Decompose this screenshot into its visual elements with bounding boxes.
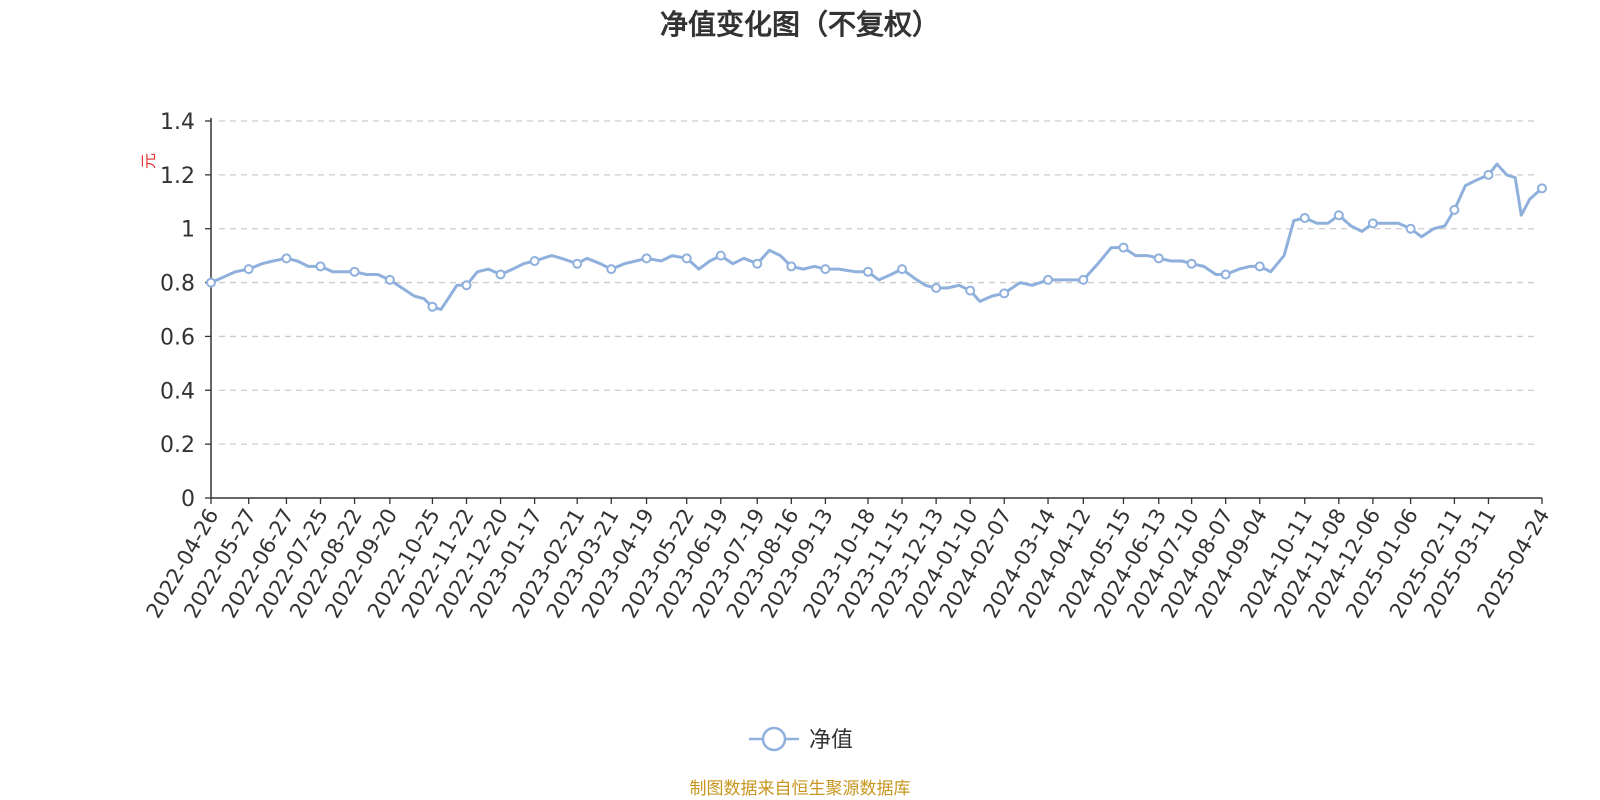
data-point-marker[interactable] <box>206 277 216 288</box>
grid-lines <box>219 120 1536 445</box>
y-tick-label: 0 <box>181 487 195 512</box>
data-point-marker[interactable] <box>752 258 763 269</box>
data-point-marker[interactable] <box>1537 183 1547 194</box>
data-point-marker[interactable] <box>715 250 726 261</box>
data-point-marker[interactable] <box>999 288 1010 299</box>
y-tick-label: 0.2 <box>160 433 195 458</box>
chart-title: 净值变化图（不复权） <box>660 8 940 41</box>
data-point-marker[interactable] <box>529 256 540 267</box>
legend-circle-icon <box>761 726 787 752</box>
data-point-marker[interactable] <box>1449 204 1460 215</box>
data-point-marker[interactable] <box>931 282 942 293</box>
data-point-marker[interactable] <box>1405 223 1416 234</box>
x-axis-ticks: 2022-04-262022-05-272022-06-272022-07-25… <box>142 498 1554 622</box>
data-point-marker[interactable] <box>461 280 472 291</box>
data-point-marker[interactable] <box>1078 274 1089 285</box>
data-point-marker[interactable] <box>1254 261 1265 272</box>
data-point-marker[interactable] <box>1299 212 1310 223</box>
y-tick-label: 1.2 <box>160 164 195 189</box>
legend-label: 净值 <box>809 728 853 753</box>
data-point-marker[interactable] <box>384 274 395 285</box>
data-point-marker[interactable] <box>572 258 583 269</box>
data-point-marker[interactable] <box>641 253 652 264</box>
data-point-marker[interactable] <box>1186 258 1197 269</box>
data-point-marker[interactable] <box>965 285 976 296</box>
data-point-marker[interactable] <box>1118 242 1129 253</box>
data-point-marker[interactable] <box>862 266 873 277</box>
series-line <box>209 162 1544 311</box>
legend[interactable]: 净值 <box>749 726 853 753</box>
data-point-marker[interactable] <box>1153 253 1164 264</box>
data-point-marker[interactable] <box>897 264 908 275</box>
data-point-marker[interactable] <box>315 261 326 272</box>
data-point-marker[interactable] <box>427 301 438 312</box>
data-point-marker[interactable] <box>681 253 692 264</box>
data-point-marker[interactable] <box>243 264 254 275</box>
data-point-marker[interactable] <box>349 266 360 277</box>
y-tick-label: 1 <box>181 218 195 243</box>
series-nav <box>206 162 1547 312</box>
y-tick-label: 0.8 <box>160 272 195 297</box>
data-point-marker[interactable] <box>786 261 797 272</box>
data-point-marker[interactable] <box>1043 274 1054 285</box>
data-point-marker[interactable] <box>1367 218 1378 229</box>
y-tick-label: 1.4 <box>160 110 195 135</box>
data-point-marker[interactable] <box>606 264 617 275</box>
data-source-note: 制图数据来自恒生聚源数据库 <box>690 779 911 799</box>
data-point-marker[interactable] <box>1483 169 1494 180</box>
y-axis-ticks: 0 0.2 0.4 0.6 0.8 1 1.2 1.4 <box>160 110 211 512</box>
data-point-marker[interactable] <box>1220 269 1231 280</box>
y-tick-label: 0.4 <box>160 379 195 404</box>
data-point-marker[interactable] <box>495 269 506 280</box>
y-tick-label: 0.6 <box>160 325 195 350</box>
data-point-marker[interactable] <box>820 264 831 275</box>
data-point-marker[interactable] <box>281 253 292 264</box>
data-point-marker[interactable] <box>1333 210 1344 221</box>
y-axis-unit: 元 <box>139 153 158 169</box>
